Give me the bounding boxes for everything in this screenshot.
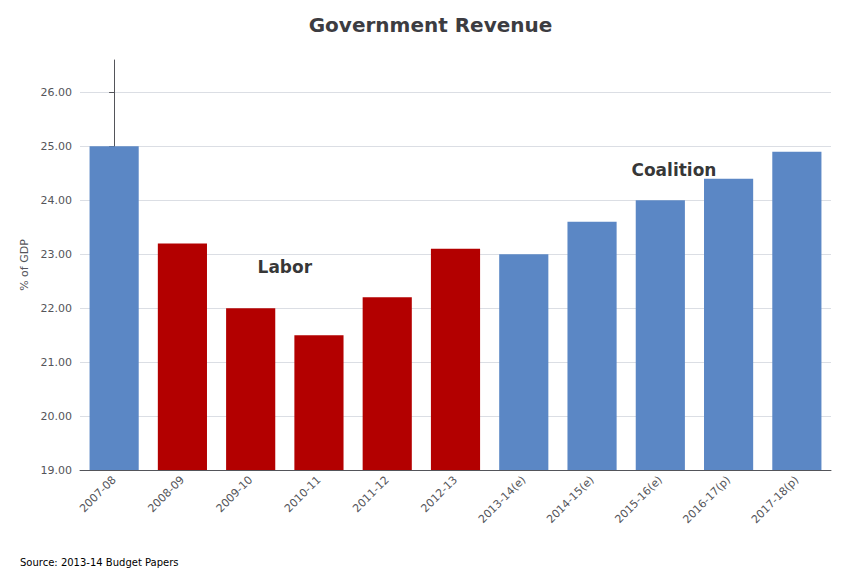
svg-text:% of GDP: % of GDP [18,239,31,291]
svg-text:Government Revenue: Government Revenue [309,13,553,37]
svg-text:2009-10: 2009-10 [214,473,256,515]
svg-text:2015-16(e): 2015-16(e) [612,473,664,525]
svg-text:22.00: 22.00 [41,302,73,315]
svg-text:2007-08: 2007-08 [77,473,119,515]
svg-text:2013-14(e): 2013-14(e) [476,473,528,525]
svg-text:2012-13: 2012-13 [418,473,460,515]
svg-text:2014-15(e): 2014-15(e) [544,473,596,525]
svg-text:21.00: 21.00 [41,356,73,369]
svg-text:23.00: 23.00 [41,248,73,261]
svg-text:Source: 2013-14 Budget Papers: Source: 2013-14 Budget Papers [20,557,179,568]
svg-text:2011-12: 2011-12 [350,473,392,515]
svg-text:2008-09: 2008-09 [145,473,187,515]
svg-text:2017-18(p): 2017-18(p) [749,473,802,526]
svg-text:24.00: 24.00 [41,194,73,207]
svg-text:2016-17(p): 2016-17(p) [681,473,734,526]
svg-text:20.00: 20.00 [41,410,73,423]
svg-text:26.00: 26.00 [41,86,73,99]
svg-text:25.00: 25.00 [41,140,73,153]
svg-text:Coalition: Coalition [631,160,716,180]
svg-text:Labor: Labor [258,257,313,277]
svg-text:2010-11: 2010-11 [282,473,324,515]
svg-text:19.00: 19.00 [41,464,73,477]
